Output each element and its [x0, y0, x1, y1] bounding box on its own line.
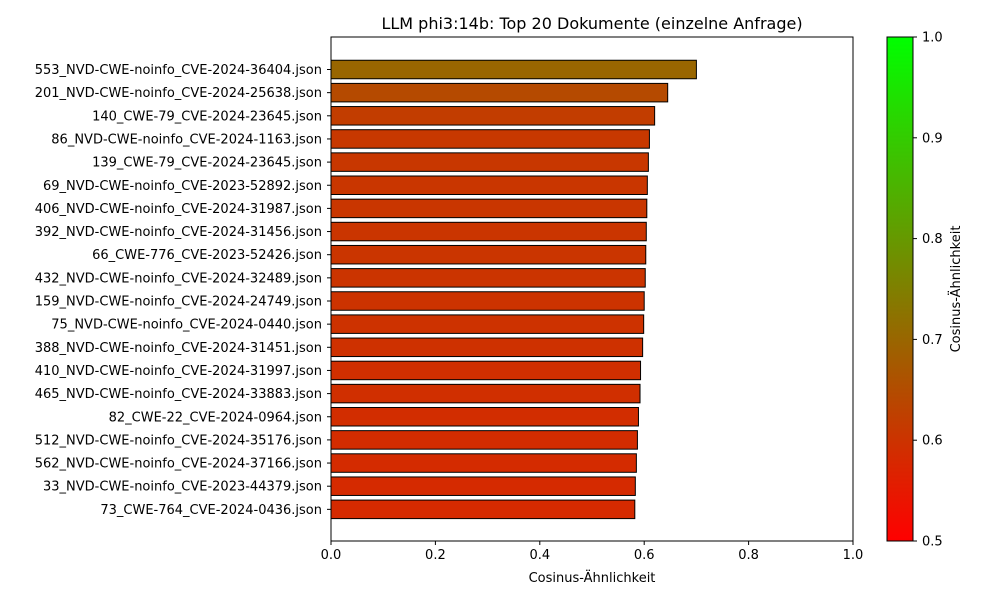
x-axis: 0.0 0.2 0.4 0.6 0.8 1.0: [321, 541, 864, 563]
y-tick-label: 139_CWE-79_CVE-2024-23645.json: [92, 156, 322, 171]
bar: [330, 152, 649, 172]
y-tick-label: 553_NVD-CWE-noinfo_CVE-2024-36404.json: [35, 63, 322, 78]
y-tick-label: 75_NVD-CWE-noinfo_CVE-2024-0440.json: [51, 318, 322, 333]
x-tick-label: 0.6: [634, 548, 655, 563]
y-tick-label: 410_NVD-CWE-noinfo_CVE-2024-31997.json: [35, 364, 322, 379]
bar: [330, 407, 639, 427]
bar: [330, 59, 697, 80]
colorbar-tick-label: 0.8: [922, 232, 943, 247]
x-tick-label: 1.0: [843, 548, 864, 563]
y-tick-label: 465_NVD-CWE-noinfo_CVE-2024-33883.json: [35, 387, 322, 402]
y-tick-label: 73_CWE-764_CVE-2024-0436.json: [100, 503, 322, 518]
colorbar-axis: 0.5 0.6 0.7 0.8 0.9 1.0: [913, 31, 943, 550]
y-tick-label: 562_NVD-CWE-noinfo_CVE-2024-37166.json: [35, 457, 322, 472]
bar: [330, 360, 642, 381]
y-tick-label: 406_NVD-CWE-noinfo_CVE-2024-31987.json: [35, 202, 322, 217]
y-tick-label: 512_NVD-CWE-noinfo_CVE-2024-35176.json: [35, 433, 322, 448]
x-tick-label: 0.4: [529, 548, 550, 563]
bar: [330, 268, 646, 288]
bar: [330, 476, 636, 496]
bar: [330, 82, 669, 103]
bar: [330, 499, 636, 520]
x-tick-label: 0.0: [321, 548, 342, 563]
category-labels: 553_NVD-CWE-noinfo_CVE-2024-36404.json 20…: [35, 63, 331, 518]
y-tick-label: 140_CWE-79_CVE-2024-23645.json: [92, 109, 322, 124]
colorbar-tick-label: 0.9: [922, 131, 943, 146]
x-tick-label: 0.8: [738, 548, 759, 563]
bar: [330, 383, 641, 404]
y-tick-label: 86_NVD-CWE-noinfo_CVE-2024-1163.json: [51, 132, 322, 147]
bar: [330, 198, 648, 219]
y-tick-label: 392_NVD-CWE-noinfo_CVE-2024-31456.json: [35, 225, 322, 240]
bar: [330, 175, 648, 195]
bar: [330, 106, 656, 126]
y-tick-label: 201_NVD-CWE-noinfo_CVE-2024-25638.json: [35, 86, 322, 101]
y-tick-label: 388_NVD-CWE-noinfo_CVE-2024-31451.json: [35, 341, 322, 356]
bar: [330, 244, 647, 265]
plot-frame: [330, 36, 854, 542]
colorbar-tick-label: 0.7: [922, 333, 943, 348]
bar: [330, 129, 650, 149]
colorbar-tick-label: 0.5: [922, 535, 943, 550]
bar: [330, 314, 645, 334]
colorbar-tick-label: 0.6: [922, 434, 943, 449]
y-tick-label: 33_NVD-CWE-noinfo_CVE-2023-44379.json: [43, 480, 322, 495]
x-tick-label: 0.2: [425, 548, 446, 563]
bar: [330, 430, 638, 450]
y-tick-label: 66_CWE-776_CVE-2023-52426.json: [92, 248, 322, 263]
y-tick-label: 159_NVD-CWE-noinfo_CVE-2024-24749.json: [35, 295, 322, 310]
bar: [330, 337, 644, 358]
colorbar-label: Cosinus-Ähnlichkeit: [948, 226, 964, 353]
bars-group: [330, 59, 697, 520]
x-axis-label: Cosinus-Ähnlichkeit: [529, 570, 656, 586]
bar: [330, 453, 637, 473]
colorbar-tick-label: 1.0: [922, 31, 943, 46]
y-tick-label: 69_NVD-CWE-noinfo_CVE-2023-52892.json: [43, 179, 322, 194]
colorbar: [886, 36, 914, 542]
bar: [330, 291, 645, 311]
y-tick-label: 432_NVD-CWE-noinfo_CVE-2024-32489.json: [35, 271, 322, 286]
y-tick-label: 82_CWE-22_CVE-2024-0964.json: [109, 410, 322, 425]
bar: [330, 221, 647, 242]
chart-title: LLM phi3:14b: Top 20 Dokumente (einzelne…: [381, 14, 802, 33]
